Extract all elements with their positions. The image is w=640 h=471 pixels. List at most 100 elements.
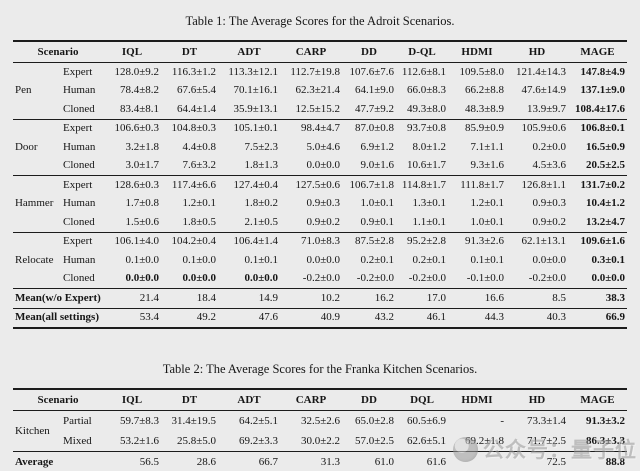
score-cell: 6.9±1.2 [360,140,394,153]
score-cell: 47.6±14.9 [521,84,566,97]
table-header: Scenario IQL DT ADT CARP DD DQL HDMI HD MAGE [12,389,627,411]
table-row: Kitchen Partial 59.7±8.3 31.4±19.5 64.2±5.1 3… [13,411,627,437]
score-cell: 106.1±4.0 [114,235,159,248]
score-cell: 59.7±8.3 [119,414,159,427]
score-cell: 112.7±19.8 [290,65,340,78]
score-cell: 127.4±0.4 [233,178,278,191]
score-cell: 49.2 [196,311,216,324]
score-cell: 128.0±9.2 [114,65,159,78]
score-cell: 62.1±13.1 [521,235,566,248]
score-cell: 1.8±0.2 [244,197,278,210]
scenario-group-pen: Pen Expert 128.0±9.2 116.3±1.2 113.3±12.1 112… [12,63,627,119]
score-cell: 98.4±4.7 [300,122,340,135]
score-cell: 5.0±4.6 [306,140,340,153]
score-cell: 3.2±1.8 [125,140,159,153]
score-cell: 0.9±0.3 [532,197,566,210]
score-cell: 121.4±14.3 [515,65,566,78]
score-cell: 3.0±1.7 [125,159,159,172]
score-cell: 0.1±0.0 [125,253,159,266]
table-row: Human 0.1±0.0 0.1±0.0 0.1±0.1 0.0±0.0 0.2±0.1… [13,251,627,270]
score-cell: 104.2±0.4 [171,235,216,248]
score-cell: 86.3±3.3 [585,434,625,447]
score-cell: 7.6±3.2 [182,159,216,172]
score-cell: 7.1±1.1 [470,140,504,153]
score-cell: 66.2±8.8 [464,84,504,97]
column-header-dd: DD [361,45,377,58]
score-cell: 9.0±1.6 [360,159,394,172]
setting-label: Human [62,197,96,210]
column-header-hd: HD [528,45,546,58]
score-cell: 85.9±0.9 [464,122,504,135]
score-cell: 0.3±0.1 [591,253,625,266]
column-header-mage: MAGE [580,393,615,406]
score-cell: 16.2 [374,291,394,304]
scenario-group-relocate: Relocate Expert 106.1±4.0 104.2±0.4 106.4±1.… [12,232,627,289]
column-header-mage: MAGE [580,45,615,58]
score-cell: 0.2±0.0 [532,140,566,153]
table-row: Cloned 83.4±8.1 64.4±1.4 35.9±13.1 12.5±15.2… [13,100,627,119]
score-cell: 126.8±1.1 [521,178,566,191]
score-cell: 4.5±3.6 [532,159,566,172]
score-cell: 43.2 [374,311,394,324]
score-cell: 12.5±15.2 [295,102,340,115]
column-header-scenario: Scenario [37,45,79,58]
score-cell: 9.3±1.6 [470,159,504,172]
score-cell: 116.3±1.2 [171,65,216,78]
score-cell: 21.4 [139,291,159,304]
score-cell: 31.4±19.5 [171,414,216,427]
score-cell: 105.1±0.1 [233,122,278,135]
score-cell: 60.5±6.9 [406,414,446,427]
score-cell: 14.9 [258,291,278,304]
score-cell: 10.2 [320,291,340,304]
setting-label: Expert [62,122,93,135]
score-cell: 61.0 [374,455,394,468]
score-cell: 117.4±6.6 [171,178,216,191]
summary-label: Average [14,455,54,468]
score-cell: 1.2±0.1 [470,197,504,210]
setting-label: Expert [62,178,93,191]
score-cell: 127.5±0.6 [295,178,340,191]
score-cell: 28.6 [196,455,216,468]
score-cell: 35.9±13.1 [233,102,278,115]
column-header-dt: DT [181,393,198,406]
score-cell: 106.8±0.1 [580,122,625,135]
score-cell: 91.3±3.2 [585,414,625,427]
score-cell: 0.9±0.1 [360,215,394,228]
table-row: Cloned 3.0±1.7 7.6±3.2 1.8±1.3 0.0±0.0 9.0±1.… [13,157,627,176]
score-cell: 57.0±2.5 [354,434,394,447]
score-cell: 7.5±2.3 [244,140,278,153]
score-cell: 0.0±0.0 [591,272,625,285]
table1-caption: Table 1: The Average Scores for the Adro… [185,14,455,28]
score-cell: 62.6±5.1 [406,434,446,447]
score-cell: 62.3±21.4 [295,84,340,97]
summary-label: Mean(w/o Expert) [14,291,101,304]
table-row: Cloned 0.0±0.0 0.0±0.0 0.0±0.0 -0.2±0.0 -0.2±… [13,270,627,289]
score-cell: 16.6 [484,291,504,304]
score-cell: 49.3±8.0 [406,102,446,115]
table-row: Human 78.4±8.2 67.6±5.4 70.1±16.1 62.3±21.4 6… [13,82,627,101]
score-cell: 128.6±0.3 [114,178,159,191]
table-row: Door Expert 106.6±0.3 104.8±0.3 105.1±0.1 98.… [13,119,627,153]
score-cell: 53.4 [139,311,159,324]
score-cell: 111.8±1.7 [460,178,504,191]
column-header-hdmi: HDMI [461,45,493,58]
score-cell: 95.2±2.8 [406,235,446,248]
table2-caption: Table 2: The Average Scores for the Fran… [162,362,478,376]
score-cell: 8.5 [552,291,566,304]
summary-row: Mean(all settings) 53.4 49.2 47.6 40.9 43.2 46… [13,308,627,328]
score-cell: 20.5±2.5 [585,159,625,172]
score-cell: 107.6±7.6 [349,65,394,78]
setting-label: Cloned [62,272,95,285]
score-cell: 69.2±3.3 [238,434,278,447]
setting-label: Partial [62,414,92,427]
score-cell: 1.1±0.1 [412,215,446,228]
table-row: Human 1.7±0.8 1.2±0.1 1.8±0.2 0.9±0.3 1.0±0.1… [13,195,627,214]
score-cell: -0.2±0.0 [302,272,340,285]
score-cell: 113.3±12.1 [228,65,278,78]
score-cell: 32.5±2.6 [300,414,340,427]
setting-label: Human [62,140,96,153]
score-cell: 0.0±0.0 [125,272,159,285]
header-row: Scenario IQL DT ADT CARP DD DQL HDMI HD MAGE [13,389,627,411]
score-cell: 18.4 [196,291,216,304]
